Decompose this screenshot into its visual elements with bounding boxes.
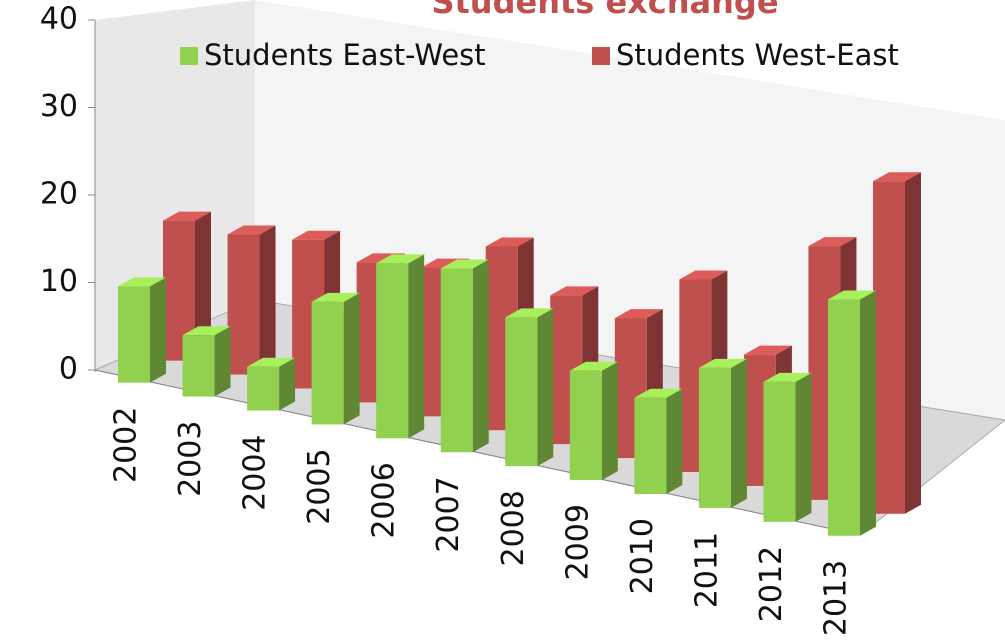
bar-top bbox=[743, 345, 792, 355]
bar-side bbox=[195, 211, 211, 361]
bar-top bbox=[163, 211, 211, 221]
bar-front bbox=[227, 234, 260, 375]
bar-side bbox=[666, 388, 683, 494]
bar bbox=[634, 388, 683, 494]
x-tick-label: 2010 bbox=[625, 518, 660, 594]
bar-side bbox=[795, 372, 812, 522]
bar bbox=[873, 172, 921, 514]
x-tick-label: 2012 bbox=[754, 546, 789, 622]
bar-top bbox=[679, 270, 728, 280]
bar-top bbox=[182, 326, 231, 336]
bar bbox=[376, 254, 425, 439]
bar bbox=[698, 358, 747, 508]
x-tick-label: 2005 bbox=[302, 448, 337, 524]
bar-top bbox=[698, 358, 747, 368]
bar bbox=[163, 211, 211, 361]
bar-top bbox=[485, 237, 534, 247]
bar-front bbox=[311, 301, 344, 425]
y-tick-label: 10 bbox=[40, 264, 78, 299]
x-tick-label: 2006 bbox=[367, 462, 402, 538]
bar-top bbox=[873, 172, 921, 182]
bar-side bbox=[537, 308, 554, 467]
y-tick-label: 40 bbox=[40, 2, 78, 37]
legend-swatch bbox=[180, 47, 198, 65]
bar-top bbox=[311, 292, 360, 302]
bar bbox=[118, 277, 166, 383]
bar-front bbox=[440, 268, 473, 453]
bar-side bbox=[860, 290, 876, 536]
bar-front bbox=[182, 335, 215, 397]
bar-side bbox=[150, 277, 166, 383]
bar-side bbox=[601, 361, 618, 481]
bar-front bbox=[873, 181, 905, 514]
bar-front bbox=[376, 263, 409, 439]
bar-front bbox=[118, 286, 150, 383]
bar-top bbox=[376, 254, 425, 264]
bar-front bbox=[569, 370, 602, 481]
legend-label: Students West-East bbox=[616, 38, 899, 72]
legend-label: Students East-West bbox=[204, 38, 486, 72]
bar-side bbox=[472, 259, 489, 453]
x-tick-label: 2008 bbox=[496, 490, 531, 566]
y-tick-label: 0 bbox=[59, 352, 78, 387]
bar-front bbox=[828, 299, 860, 536]
bar bbox=[440, 259, 489, 453]
x-tick-label: 2009 bbox=[560, 504, 595, 580]
bar-front bbox=[763, 381, 796, 522]
bar bbox=[505, 308, 554, 467]
bar-top bbox=[828, 290, 876, 300]
x-tick-label: 2003 bbox=[173, 421, 208, 497]
bar-front bbox=[505, 317, 538, 467]
bar-front bbox=[634, 397, 667, 494]
bar-top bbox=[505, 308, 554, 318]
legend-swatch bbox=[592, 47, 610, 65]
bar-side bbox=[730, 358, 747, 508]
bar bbox=[569, 361, 618, 481]
x-tick-label: 2002 bbox=[109, 407, 144, 483]
bar-top bbox=[550, 286, 599, 296]
x-tick-label: 2013 bbox=[819, 560, 854, 636]
x-tick-label: 2011 bbox=[689, 532, 724, 608]
bar-side bbox=[259, 225, 276, 375]
bar bbox=[227, 225, 276, 375]
bar-side bbox=[279, 357, 296, 411]
bar-side bbox=[408, 254, 425, 439]
bar-front bbox=[247, 366, 280, 411]
bar-top bbox=[440, 259, 489, 269]
x-tick-label: 2007 bbox=[431, 476, 466, 552]
bar-top bbox=[808, 237, 857, 247]
bar-top bbox=[614, 309, 663, 319]
bar bbox=[247, 357, 296, 411]
bar-top bbox=[292, 230, 341, 240]
bar-front bbox=[698, 367, 731, 508]
bar bbox=[763, 372, 812, 522]
y-tick-label: 30 bbox=[40, 89, 78, 124]
bar bbox=[311, 292, 360, 425]
bar bbox=[182, 326, 231, 397]
bar-side bbox=[905, 172, 921, 514]
bar bbox=[614, 309, 663, 459]
bar-top bbox=[634, 388, 683, 398]
x-tick-label: 2004 bbox=[238, 434, 273, 510]
bar-side bbox=[343, 292, 360, 425]
bar-top bbox=[118, 277, 166, 287]
bar-top bbox=[247, 357, 296, 367]
bar bbox=[828, 290, 876, 536]
bar-top bbox=[569, 361, 618, 371]
chart-title: Students exchange bbox=[431, 0, 778, 21]
legend: Students East-West Students West-East bbox=[180, 38, 899, 72]
bar-side bbox=[214, 326, 231, 397]
bar-top bbox=[227, 225, 276, 235]
x-axis bbox=[94, 369, 861, 536]
y-tick-label: 20 bbox=[40, 177, 78, 212]
bar-top bbox=[763, 372, 812, 382]
